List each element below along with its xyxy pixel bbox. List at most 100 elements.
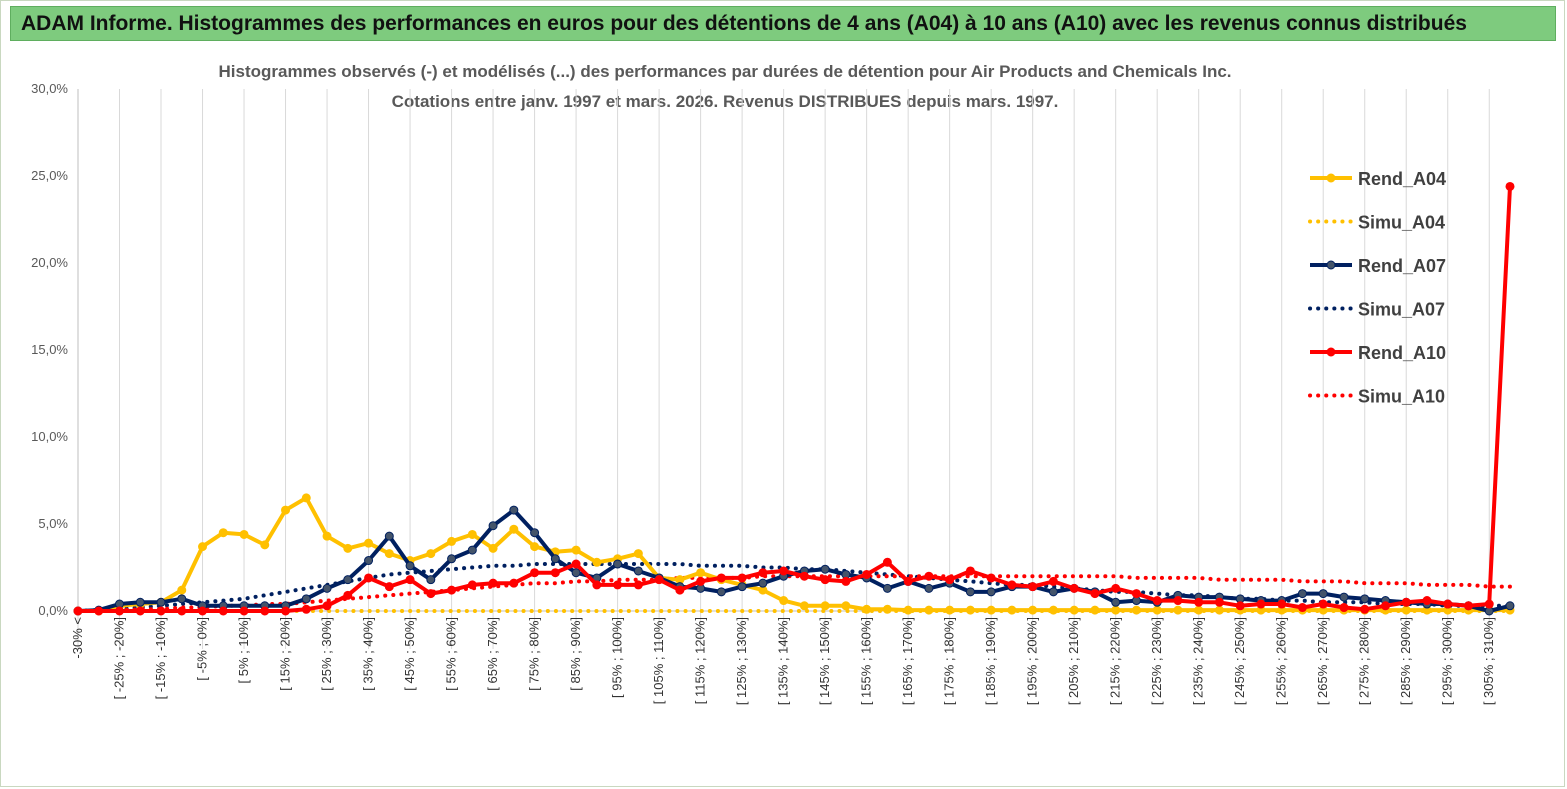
x-tick-label: [ 85% ; 90%] [568,617,583,691]
data-point [696,568,706,578]
chart-title: Histogrammes observés (-) et modélisés (… [218,62,1232,81]
x-tick-label: [ 115% ; 120%] [693,617,708,704]
y-tick-label: 30,0% [31,81,68,96]
data-point [1297,589,1307,599]
report-banner: ADAM Informe. Histogrammes des performan… [10,6,1556,41]
data-point [1318,599,1328,609]
data-point [281,505,291,515]
data-point [198,542,208,552]
data-point [1007,580,1017,590]
data-point [1028,605,1038,615]
legend-marker [1326,260,1336,270]
data-point [696,576,706,586]
data-point [530,568,540,578]
x-tick-label: [ 15% ; 20%] [278,617,293,691]
data-point [1484,599,1494,609]
data-point [1069,583,1079,593]
data-point [1463,601,1473,611]
x-tick-label: [ 135% ; 140%] [776,617,791,705]
data-point [820,575,830,585]
data-point [1277,599,1287,609]
data-point [882,604,892,614]
x-tick-label: [ 65% ; 70%] [485,617,500,691]
data-point [903,576,913,586]
data-point [592,557,602,567]
x-tick-label: [ -5% ; 0%] [195,617,210,681]
data-point [301,594,311,604]
data-point [1339,592,1349,602]
data-point [1028,582,1038,592]
data-point [633,580,643,590]
x-tick-label: [ 75% ; 80%] [527,617,542,691]
data-point [530,528,540,538]
x-tick-label: [ 45% ; 50%] [402,617,417,691]
data-point [903,605,913,615]
data-point [1401,605,1411,615]
data-point [1297,603,1307,613]
data-point [426,575,436,585]
data-point [758,568,768,578]
data-point [1401,597,1411,607]
x-tick-label: -30% < [70,617,85,659]
x-tick-labels: -30% < [ -25% ; -20%] [ -15% ; -10%] [ -5% … [70,617,1496,705]
data-point [924,605,934,615]
data-point [343,575,353,585]
data-point [945,575,955,585]
data-point [135,606,145,616]
data-point [530,542,540,552]
data-point [1318,589,1328,599]
x-tick-label: [ 205% ; 210%] [1066,617,1081,705]
data-point [758,578,768,588]
x-tick-label: [ 295% ; 300%] [1440,617,1455,705]
data-point [94,606,104,616]
data-point [1048,587,1058,597]
data-point [364,556,374,566]
legend: Rend_A04 Simu_A04 Rend_A07 Simu_A07 Rend_A10… [1308,169,1446,407]
series-line [78,186,1512,613]
x-tick-label: [ 255% ; 260%] [1274,617,1289,705]
data-point [1131,605,1141,615]
data-point [1214,605,1224,615]
x-tick-label: [ 35% ; 40%] [361,617,376,691]
legend-label: Simu_A10 [1358,387,1445,407]
x-tick-label: [ 95% ; 100%] [610,617,625,698]
data-point [841,576,851,586]
y-tick-label: 25,0% [31,168,68,183]
data-point [177,594,187,604]
data-point [447,585,457,595]
data-point [550,554,560,564]
x-tick-label: [ 215% ; 220%] [1108,617,1123,705]
data-point [301,493,311,503]
y-tick-label: 20,0% [31,255,68,270]
data-point [488,521,498,531]
data-point [1048,605,1058,615]
x-tick-label: [ -15% ; -10%] [153,617,168,699]
data-point [799,601,809,611]
data-point [260,540,270,550]
data-point [1214,597,1224,607]
data-point [177,585,187,595]
data-point [1256,599,1266,609]
data-point [343,590,353,600]
data-point [716,573,726,583]
data-point [1111,597,1121,607]
gridlines [77,89,1490,649]
data-point [613,580,623,590]
data-point [509,578,519,588]
data-point [986,587,996,597]
data-point [239,529,249,539]
data-point [405,561,415,571]
x-tick-label: [ 165% ; 170%] [900,617,915,705]
data-point [405,575,415,585]
data-point [1007,605,1017,615]
data-point [1194,605,1204,615]
data-point [1505,181,1515,191]
data-point [986,605,996,615]
data-point [509,524,519,534]
legend-marker [1326,347,1336,357]
data-point [779,596,789,606]
data-point [965,605,975,615]
data-point [1111,583,1121,593]
data-point [218,528,228,538]
